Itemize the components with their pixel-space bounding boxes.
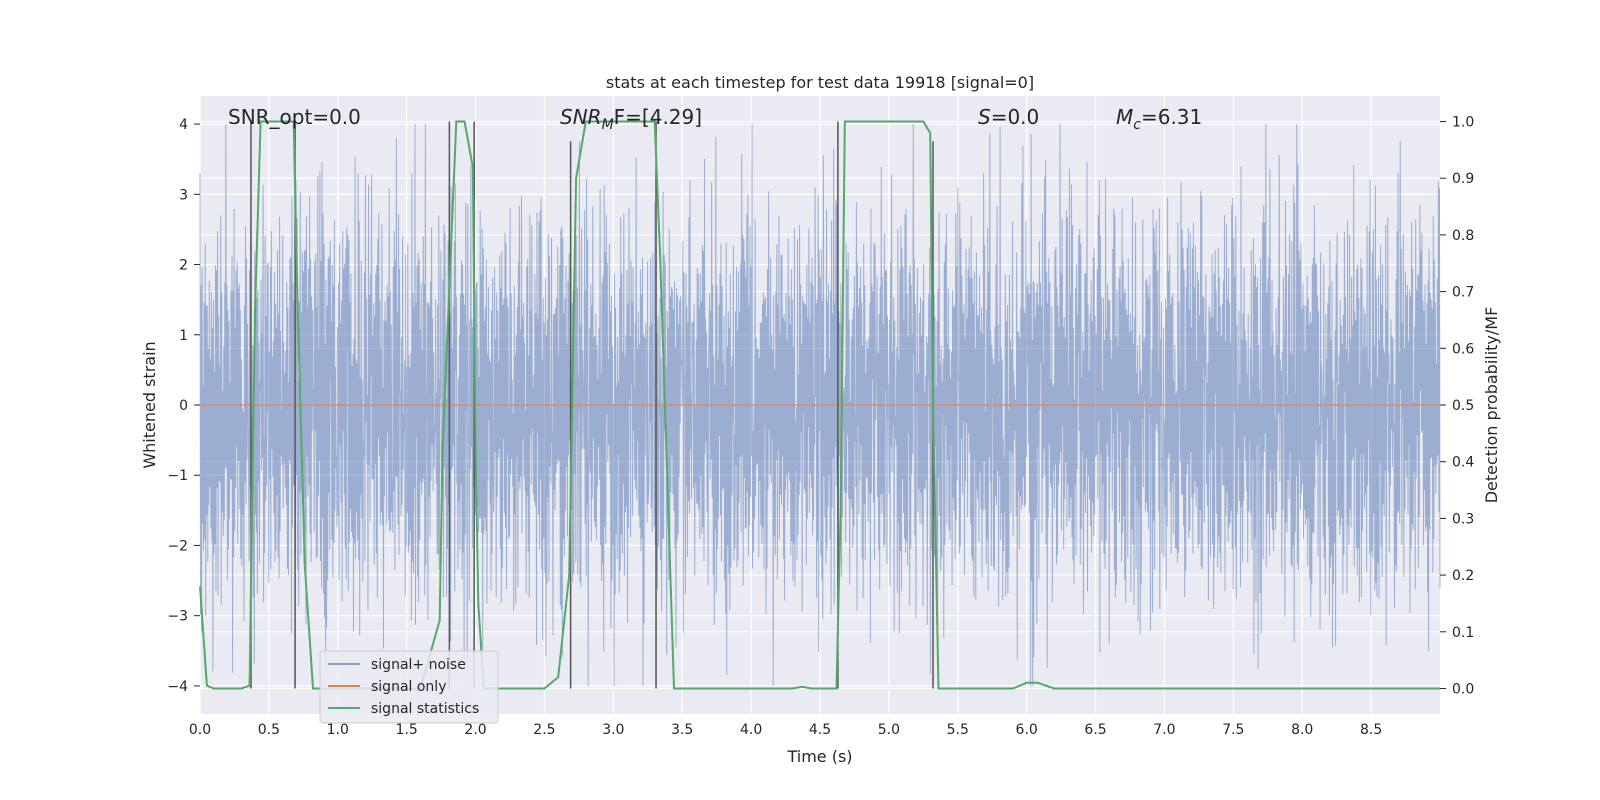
y-tick-label: −4 [167,679,188,695]
y-tick-label: 4 [179,117,188,133]
y2-tick-label: 0.0 [1452,681,1474,697]
x-tick-label: 7.0 [1153,722,1175,738]
y-tick-label: −1 [167,468,188,484]
annotation-snr-mf-rest: F=[4.29] [614,105,702,129]
x-tick-label: 6.5 [1084,722,1106,738]
x-tick-label: 4.5 [809,722,831,738]
legend-label-signal-only: signal only [371,679,446,695]
annotation-mc: Mc=6.31 [1116,105,1202,133]
legend-box [319,650,499,724]
x-tick-label: 1.0 [327,722,349,738]
annotation-s-main: S [978,105,991,129]
chart-title: stats at each timestep for test data 199… [606,73,1034,92]
annotation-mc-rest: =6.31 [1141,105,1202,129]
x-tick-label: 3.0 [602,722,624,738]
y-tick-label: 0 [179,398,188,414]
annotation-snr-mf-main: SNR [560,105,602,129]
x-tick-label: 7.5 [1222,722,1244,738]
x-tick-label: 5.0 [878,722,900,738]
x-tick-label: 8.0 [1291,722,1313,738]
annotation-s: S=0.0 [978,105,1039,129]
x-tick-label: 2.5 [533,722,555,738]
annotation-mc-sub: c [1133,117,1141,133]
x-tick-label: 0.5 [258,722,280,738]
series-signal-statistics [199,120,1440,690]
x-tick-label: 1.5 [396,722,418,738]
x-tick-label: 2.0 [464,722,486,738]
y-tick-label: −3 [167,609,188,625]
x-tick-label: 8.5 [1360,722,1382,738]
tick-layer: 0.0 0.5 1.0 1.5 2.0 2.5 3.0 3.5 4.0 4.5 5.0 5.5 6.0 6… [167,115,1474,738]
y-axis-label: Whitened strain [140,341,159,468]
y-tick-label: −2 [167,538,188,554]
y2-tick-label: 0.9 [1452,171,1474,187]
x-tick-label: 4.0 [740,722,762,738]
legend-label-signal-noise: signal+ noise [371,657,466,673]
y2-tick-label: 0.3 [1452,511,1474,527]
annotation-snr-mf-sub: M [602,117,614,133]
statistics-series-layer [199,120,1440,690]
y-tick-label: 2 [179,258,188,274]
y2-tick-label: 0.6 [1452,341,1474,357]
annotation-mc-main: M [1116,105,1133,129]
annotation-snr-mf: SNRMF=[4.29] [560,105,702,133]
annotation-s-rest: =0.0 [991,105,1040,129]
y2-tick-label: 0.2 [1452,568,1474,584]
legend-label-signal-statistics: signal statistics [371,701,479,717]
noise-series-layer [199,124,1441,686]
y2-tick-label: 0.4 [1452,455,1474,471]
annotation-snr-opt: SNR_opt=0.0 [228,105,361,129]
series-signal-noise [199,124,1441,686]
y2-tick-label: 0.5 [1452,398,1474,414]
x-tick-label: 6.0 [1016,722,1038,738]
legend: signal+ noise signal only signal statist… [319,650,499,724]
y2-tick-label: 1.0 [1452,115,1474,131]
x-tick-label: 5.5 [947,722,969,738]
y2-axis-label: Detection probability/MF [1482,307,1501,504]
x-axis-label: Time (s) [786,747,852,766]
y-tick-label: 3 [179,187,188,203]
y-tick-label: 1 [179,328,188,344]
y2-tick-label: 0.8 [1452,228,1474,244]
y2-tick-label: 0.1 [1452,625,1474,641]
x-tick-label: 0.0 [189,722,211,738]
x-tick-label: 3.5 [671,722,693,738]
y2-tick-label: 0.7 [1452,285,1474,301]
